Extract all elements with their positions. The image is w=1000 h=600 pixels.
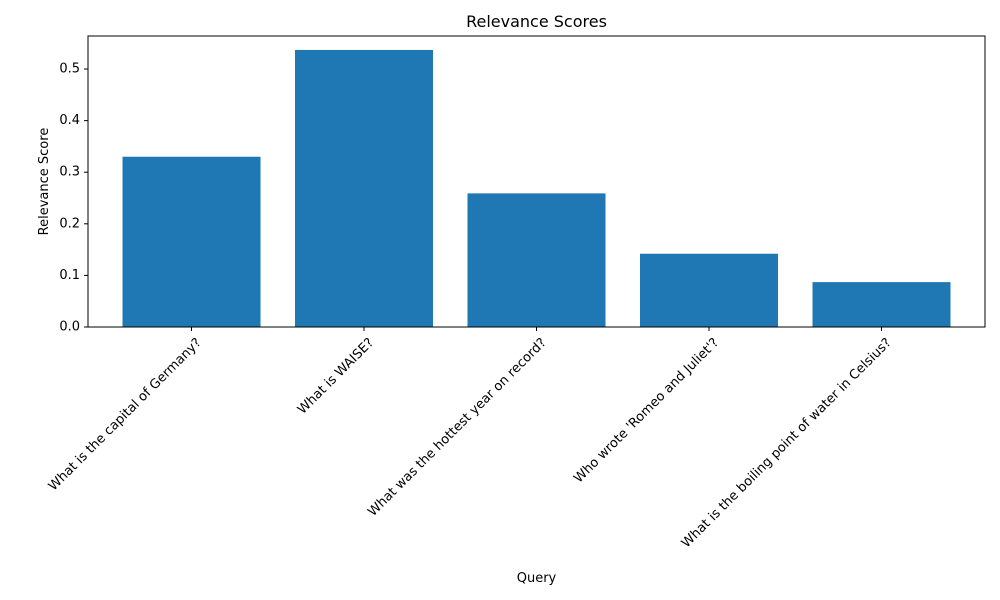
chart-title: Relevance Scores	[466, 12, 607, 31]
bar	[812, 282, 951, 327]
x-axis-ticks: What is the capital of Germany? What is W…	[46, 327, 895, 551]
bar	[122, 156, 261, 327]
x-tick-label: Who wrote 'Romeo and Juliet'?	[571, 335, 722, 486]
bars-group	[122, 49, 951, 328]
x-tick-label: What is the capital of Germany?	[46, 335, 205, 494]
y-tick-label: 0.1	[59, 268, 80, 283]
y-axis-ticks: 0.0 0.1 0.2 0.3 0.4 0.5	[59, 62, 88, 335]
y-axis-label: Relevance Score	[37, 128, 52, 236]
y-tick-label: 0.4	[59, 113, 80, 128]
bar	[295, 49, 433, 328]
y-tick-label: 0.3	[59, 165, 80, 180]
x-tick-label: What was the hottest year on record?	[365, 335, 549, 519]
x-axis-label: Query	[517, 571, 557, 586]
y-tick-label: 0.2	[59, 216, 80, 231]
y-tick-label: 0.0	[59, 320, 80, 335]
plot-frame	[87, 35, 986, 328]
x-tick-label: What is the boiling point of water in Ce…	[679, 335, 895, 551]
bar	[640, 253, 778, 327]
bar	[467, 193, 606, 327]
y-tick-label: 0.5	[59, 62, 80, 77]
x-tick-label: What is WAISE?	[295, 335, 377, 417]
